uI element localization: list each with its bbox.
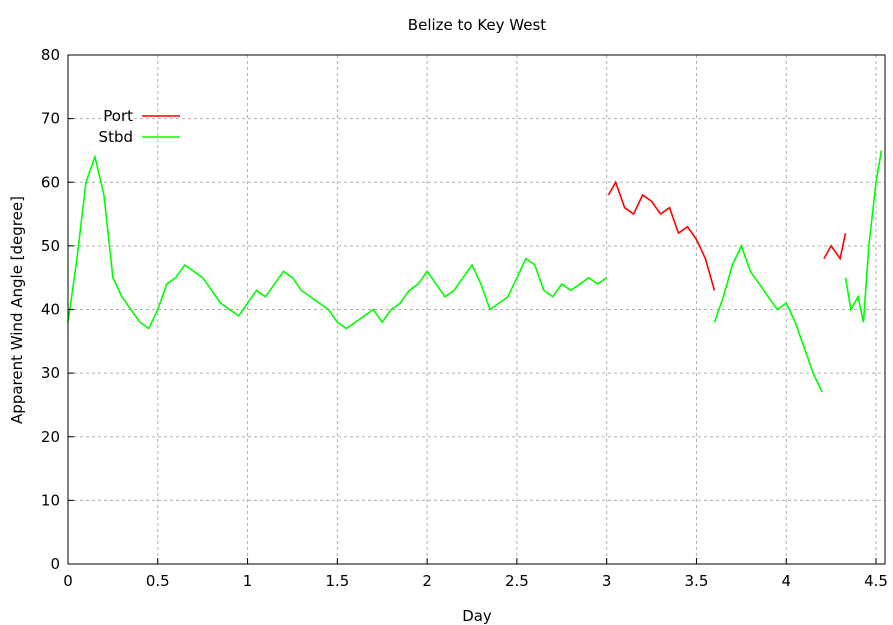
legend-label-stbd: Stbd bbox=[99, 128, 133, 146]
y-tick-label: 60 bbox=[41, 173, 60, 191]
chart-title: Belize to Key West bbox=[408, 16, 547, 34]
axis-ticks: 0 0.5 1 1.5 2 2.5 3 3.5 4 4.5 0 10 20 30 40 50 60 70 80 bbox=[41, 46, 888, 590]
series-line-stbd bbox=[713, 243, 823, 393]
x-tick-label: 4 bbox=[781, 572, 791, 590]
y-tick-label: 80 bbox=[41, 46, 60, 64]
y-tick-label: 40 bbox=[41, 301, 60, 319]
y-axis-label: Apparent Wind Angle [degree] bbox=[8, 196, 26, 424]
x-tick-label: 0.5 bbox=[146, 572, 170, 590]
x-tick-label: 3 bbox=[602, 572, 612, 590]
legend-label-port: Port bbox=[103, 107, 133, 125]
y-tick-label: 50 bbox=[41, 237, 60, 255]
x-tick-label: 3.5 bbox=[685, 572, 709, 590]
series-stbd bbox=[67, 150, 883, 393]
legend: Port Stbd bbox=[99, 107, 180, 146]
x-tick-label: 2 bbox=[422, 572, 432, 590]
x-tick-label: 2.5 bbox=[505, 572, 529, 590]
y-tick-label: 30 bbox=[41, 364, 60, 382]
y-tick-label: 20 bbox=[41, 428, 60, 446]
series-port bbox=[607, 180, 847, 291]
grid bbox=[68, 55, 885, 564]
x-tick-label: 4.5 bbox=[864, 572, 888, 590]
series-line-stbd bbox=[844, 150, 883, 323]
y-tick-label: 70 bbox=[41, 110, 60, 128]
series-line-port bbox=[823, 232, 847, 261]
x-tick-label: 1 bbox=[243, 572, 253, 590]
x-tick-label: 0 bbox=[63, 572, 73, 590]
y-tick-label: 0 bbox=[50, 555, 60, 573]
x-tick-label: 1.5 bbox=[325, 572, 349, 590]
x-axis-label: Day bbox=[462, 607, 492, 625]
series-line-stbd bbox=[67, 153, 608, 330]
series-layer bbox=[67, 150, 883, 393]
y-tick-label: 10 bbox=[41, 491, 60, 509]
series-line-port bbox=[607, 180, 716, 291]
